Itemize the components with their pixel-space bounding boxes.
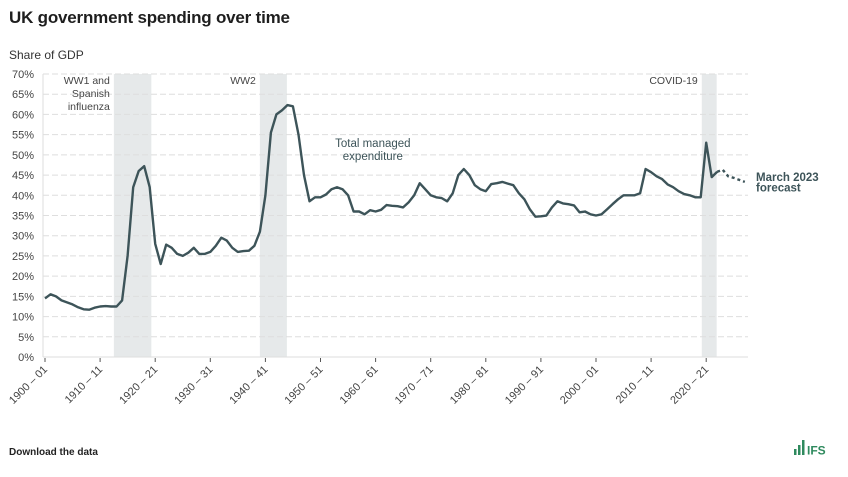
ifs-logo-icon: IFS (794, 440, 826, 458)
download-data-link[interactable]: Download the data (9, 447, 98, 458)
y-tick-label: 65% (12, 89, 34, 101)
x-tick-label: 1980 – 81 (448, 364, 491, 407)
y-tick-label: 5% (18, 332, 34, 344)
x-tick-label: 1970 – 71 (393, 364, 436, 407)
y-tick-label: 40% (12, 190, 34, 202)
y-tick-label: 15% (12, 291, 34, 303)
y-tick-label: 45% (12, 170, 34, 182)
forecast-label: forecast (756, 183, 801, 195)
svg-text:IFS: IFS (807, 444, 826, 458)
forecast-line (716, 168, 746, 184)
x-tick-label: 2000 – 01 (558, 364, 601, 407)
x-tick-label: 1920 – 21 (117, 364, 160, 407)
period-label: WW2 (230, 75, 256, 87)
y-tick-label: 10% (12, 312, 34, 324)
series-label: Total managed (335, 138, 410, 150)
x-tick-label: 1900 – 01 (7, 364, 50, 407)
y-tick-label: 30% (12, 231, 34, 243)
y-tick-label: 55% (12, 130, 34, 142)
y-tick-label: 50% (12, 150, 34, 162)
line-chart: 0% 5% 10% 15% 20% 25% 30% 35% 40% 45% 50% 55% 60% 65%… (7, 69, 819, 407)
x-tick-label: 1930 – 31 (172, 364, 215, 407)
y-tick-label: 0% (18, 352, 34, 364)
period-label: WW1 and (64, 75, 110, 87)
x-tick-label: 1910 – 11 (63, 364, 106, 407)
y-tick-label: 25% (12, 251, 34, 263)
forecast-label: March 2023 (756, 172, 819, 184)
period-label: Spanish (72, 88, 110, 100)
x-tick-label: 2010 – 11 (614, 364, 657, 407)
x-tick-label: 1950 – 51 (283, 364, 326, 407)
y-axis-label: Share of GDP (9, 48, 84, 62)
x-tick-label: 1990 – 91 (503, 364, 546, 407)
period-label: COVID-19 (649, 75, 698, 87)
y-tick-label: 60% (12, 109, 34, 121)
ifs-logo: IFS (793, 437, 833, 462)
x-tick-label: 1940 – 41 (227, 364, 270, 407)
period-label: influenza (68, 101, 110, 113)
y-tick-label: 35% (12, 211, 34, 223)
x-tick-label: 2020 – 21 (668, 364, 711, 407)
series-label: expenditure (343, 151, 403, 163)
x-tick-label: 1960 – 61 (338, 364, 381, 407)
y-tick-label: 20% (12, 271, 34, 283)
y-tick-label: 70% (12, 69, 34, 81)
chart-title: UK government spending over time (9, 8, 290, 27)
